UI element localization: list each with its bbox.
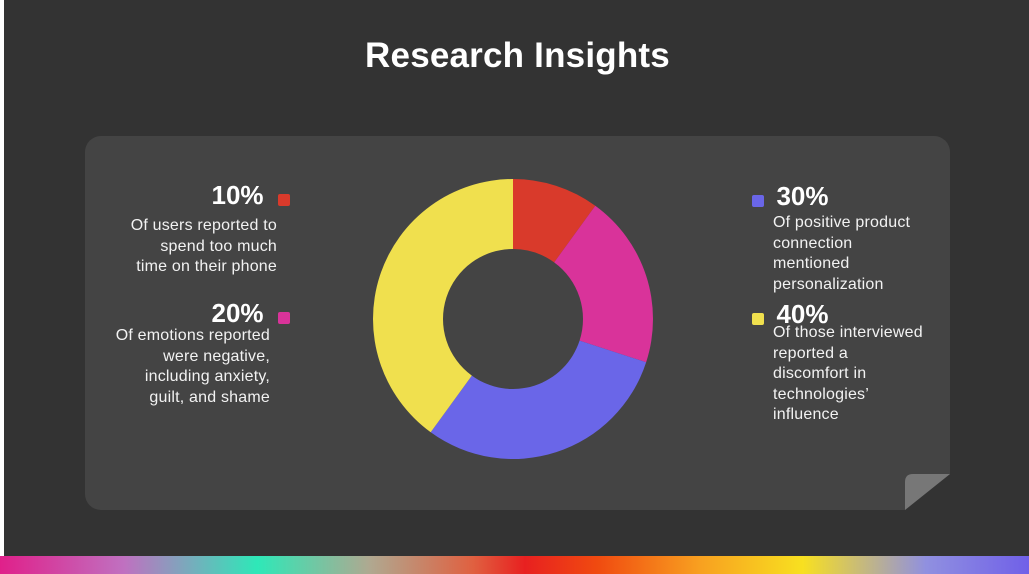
stat-30-line: Of positive product: [773, 214, 911, 231]
stat-30-header: 30%: [752, 181, 942, 211]
stat-30-color-swatch: [752, 194, 764, 207]
stat-30-description: Of positive product connection mentioned…: [752, 213, 942, 295]
stat-40-line: influence: [773, 406, 839, 423]
donut-slice-40pct: [373, 179, 513, 433]
stat-40-line: technologies’: [773, 385, 869, 403]
stat-20-line: Of emotions reported: [115, 327, 270, 344]
stat-10-line: Of users reported to: [130, 217, 277, 234]
stat-20-line: guilt, and shame: [149, 388, 270, 406]
stat-20: 20% Of emotions reported were negative, …: [100, 298, 290, 408]
donut-slice-10pct: [513, 179, 596, 263]
stat-10-description: Of users reported to spend too much time…: [100, 216, 290, 278]
stat-40-line: discomfort in: [773, 365, 867, 382]
stat-40-line: reported a: [773, 344, 848, 362]
stat-20-color-swatch: [278, 311, 290, 324]
stat-40: 40% Of those interviewed reported a disc…: [752, 299, 952, 426]
page-curl-icon: [905, 474, 950, 510]
donut-slice-30pct: [430, 340, 647, 459]
stat-10-header: 10%: [100, 180, 290, 210]
stat-30-line: personalization: [773, 275, 884, 293]
stat-10-line: time on their phone: [136, 258, 277, 275]
stat-20-line: including anxiety,: [144, 368, 270, 385]
stat-30-percent: 30%: [776, 181, 829, 211]
stat-40-line: Of those interviewed: [773, 324, 923, 341]
stat-10-percent: 10%: [211, 180, 264, 210]
stat-30-line: connection: [773, 234, 853, 252]
stat-20-percent: 20%: [211, 298, 264, 328]
rainbow-gradient-bar: [0, 556, 1029, 574]
slide-left-edge: [0, 0, 4, 556]
stat-10-color-swatch: [278, 193, 290, 206]
stat-40-percent: 40%: [776, 299, 829, 329]
stat-30-line: mentioned: [773, 255, 850, 272]
donut-slice-20pct: [554, 205, 653, 363]
donut-chart: [373, 179, 653, 459]
stat-10-line: spend too much: [160, 237, 277, 255]
slide-title: Research Insights: [365, 36, 670, 75]
stat-30: 30% Of positive product connection menti…: [752, 181, 942, 295]
stat-20-line: were negative,: [163, 347, 270, 365]
stat-40-header: 40%: [752, 299, 952, 329]
stat-40-color-swatch: [752, 312, 764, 325]
stat-10: 10% Of users reported to spend too much …: [100, 180, 290, 278]
stat-40-description: Of those interviewed reported a discomfo…: [752, 323, 952, 426]
stat-20-description: Of emotions reported were negative, incl…: [100, 326, 290, 408]
stat-20-header: 20%: [100, 298, 290, 328]
